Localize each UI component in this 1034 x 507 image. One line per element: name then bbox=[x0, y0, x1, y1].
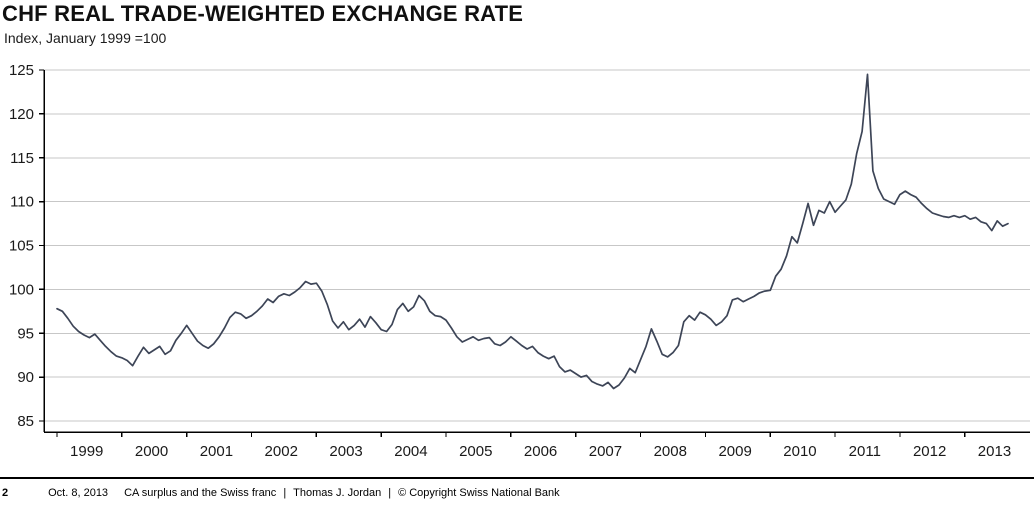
page-number: 2 bbox=[2, 487, 9, 499]
y-tick-label: 100 bbox=[9, 281, 34, 298]
x-tick-label: 2006 bbox=[524, 443, 557, 460]
footer-date: Oct. 8, 2013 bbox=[48, 487, 109, 499]
axes bbox=[43, 70, 1030, 437]
x-tick-label: 2004 bbox=[394, 443, 427, 460]
footer-separator-2: | bbox=[388, 487, 392, 499]
chart-title: CHF REAL TRADE-WEIGHTED EXCHANGE RATE bbox=[2, 1, 524, 26]
y-tick-label: 125 bbox=[9, 62, 34, 79]
footer-separator: | bbox=[283, 487, 287, 499]
chart-area: 85 90 95 100 105 110 115 120 125 1999 2000 2001 2002… bbox=[0, 55, 1034, 467]
y-tick-label: 110 bbox=[10, 194, 34, 211]
x-tick-label: 2013 bbox=[978, 443, 1011, 460]
x-axis-labels: 1999 2000 2001 2002 2003 2004 2005 2006 2007 2008… bbox=[70, 443, 1011, 460]
y-tick-label: 95 bbox=[17, 325, 34, 342]
x-tick-label: 2007 bbox=[589, 443, 622, 460]
y-tick-label: 120 bbox=[9, 106, 34, 123]
chart-svg: 85 90 95 100 105 110 115 120 125 1999 2000 2001 2002… bbox=[9, 62, 1030, 460]
footer: 2 Oct. 8, 2013 CA surplus and the Swiss … bbox=[0, 477, 1034, 507]
x-tick-label: 2003 bbox=[329, 443, 362, 460]
x-tick-label: 2001 bbox=[200, 443, 233, 460]
footer-author: Thomas J. Jordan bbox=[293, 487, 382, 499]
footer-event-title: CA surplus and the Swiss franc bbox=[124, 487, 277, 499]
y-tick-label: 90 bbox=[17, 369, 34, 386]
x-tick-label: 2012 bbox=[913, 443, 946, 460]
x-tick-label: 2005 bbox=[459, 443, 492, 460]
x-tick-label: 2010 bbox=[783, 443, 816, 460]
series-line bbox=[56, 73, 1009, 390]
x-tick-label: 2009 bbox=[718, 443, 751, 460]
y-axis-labels: 85 90 95 100 105 110 115 120 125 bbox=[9, 62, 34, 430]
x-tick-label: 2000 bbox=[135, 443, 168, 460]
footer-text: 2 Oct. 8, 2013 CA surplus and the Swiss … bbox=[0, 479, 1034, 499]
y-tick-label: 85 bbox=[17, 413, 34, 430]
x-tick-label: 2002 bbox=[265, 443, 298, 460]
x-tick-label: 1999 bbox=[70, 443, 103, 460]
y-tick-label: 115 bbox=[10, 150, 34, 167]
y-tick-label: 105 bbox=[9, 238, 34, 255]
gridlines bbox=[39, 69, 1030, 422]
footer-copyright: © Copyright Swiss National Bank bbox=[398, 487, 560, 499]
x-tick-label: 2011 bbox=[849, 443, 881, 460]
x-tick-label: 2008 bbox=[654, 443, 687, 460]
chart-subtitle: Index, January 1999 =100 bbox=[4, 30, 167, 46]
